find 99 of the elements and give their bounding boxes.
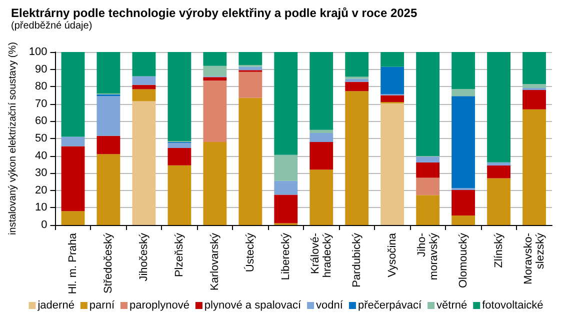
y-tick-label: 50 bbox=[35, 132, 48, 144]
bar bbox=[452, 89, 476, 96]
bar bbox=[310, 130, 334, 133]
chart-subtitle: (předběžné údaje) bbox=[11, 20, 92, 32]
y-tick-label: 0 bbox=[41, 219, 48, 231]
x-tick-label: Jihočeský bbox=[138, 232, 150, 282]
bar bbox=[522, 88, 546, 90]
legend-label: vodní bbox=[316, 300, 344, 312]
bar bbox=[132, 76, 156, 85]
bar bbox=[452, 52, 476, 90]
x-tick-label: Pardubický bbox=[350, 232, 363, 288]
bar bbox=[310, 132, 334, 142]
y-axis-title: instalovaný výkon elektrizační soustavy (%) bbox=[8, 42, 18, 235]
x-tick-label: Ústecký bbox=[243, 232, 256, 272]
bar bbox=[487, 178, 510, 225]
bar bbox=[310, 170, 334, 225]
y-tick-label: 80 bbox=[35, 80, 48, 93]
bar bbox=[522, 109, 546, 225]
bar bbox=[380, 103, 404, 225]
bar bbox=[487, 52, 510, 162]
bar bbox=[61, 136, 85, 146]
bar bbox=[203, 80, 227, 142]
y-tick-label: 40 bbox=[35, 150, 48, 162]
x-tick-label: Zlínský bbox=[492, 232, 505, 268]
x-tick-label: Liberecký bbox=[280, 232, 292, 280]
y-tick-label: 60 bbox=[35, 115, 48, 128]
x-tick-label: Středočeský bbox=[102, 232, 114, 294]
y-tick-label: 100 bbox=[28, 46, 48, 58]
bar bbox=[96, 154, 120, 225]
bar bbox=[345, 52, 369, 77]
x-tick-label: Vysočina bbox=[386, 232, 398, 278]
bar bbox=[61, 146, 85, 212]
bar bbox=[522, 52, 546, 84]
bar bbox=[380, 52, 404, 67]
bar bbox=[487, 165, 510, 178]
bar bbox=[96, 96, 120, 136]
bar bbox=[168, 142, 192, 148]
bar bbox=[452, 96, 476, 188]
y-tick-label: 70 bbox=[35, 98, 48, 110]
bar bbox=[416, 162, 440, 178]
bar bbox=[380, 66, 404, 94]
bar bbox=[310, 142, 334, 170]
chart-title: Elektrárny podle technologie výroby elektřiny a podle krajů v roce 2025 bbox=[11, 6, 418, 20]
bar bbox=[132, 89, 156, 102]
bar bbox=[61, 52, 85, 137]
bar bbox=[238, 72, 262, 98]
y-tick-label: 90 bbox=[35, 63, 48, 76]
bar bbox=[452, 215, 476, 225]
legend-label: plynové a spalovací bbox=[204, 300, 302, 312]
bar bbox=[416, 178, 440, 196]
bar bbox=[274, 180, 298, 195]
bar bbox=[416, 195, 440, 225]
y-tick-label: 10 bbox=[35, 202, 48, 214]
x-tick-label: Králové- hradecký bbox=[309, 232, 334, 278]
y-tick-label: 20 bbox=[35, 184, 48, 196]
bar bbox=[168, 148, 192, 166]
bar bbox=[238, 66, 262, 70]
bar bbox=[452, 190, 476, 216]
bar bbox=[416, 52, 440, 156]
bar bbox=[522, 90, 546, 110]
bar bbox=[310, 52, 334, 130]
bar bbox=[132, 101, 156, 225]
x-tick-label: Hl. m. Praha bbox=[66, 232, 79, 294]
bar bbox=[345, 91, 369, 225]
bar bbox=[380, 95, 404, 102]
x-tick-label: Jiho- moravský bbox=[416, 232, 440, 280]
legend-label: parní bbox=[89, 300, 116, 312]
bar bbox=[345, 78, 369, 82]
x-tick-label: Plzeňský bbox=[173, 232, 186, 278]
x-tick-label: Karlovarský bbox=[208, 232, 221, 290]
bar bbox=[61, 211, 85, 225]
bar bbox=[522, 84, 546, 88]
bar bbox=[203, 77, 227, 81]
legend-label: fotovoltaické bbox=[482, 300, 544, 312]
bar bbox=[416, 156, 440, 163]
bar bbox=[132, 84, 156, 90]
legend-label: jaderné bbox=[36, 300, 74, 312]
bar bbox=[203, 142, 227, 225]
bar bbox=[452, 188, 476, 190]
y-tick-label: 30 bbox=[35, 167, 48, 180]
legend-label: přečerpávací bbox=[358, 300, 422, 312]
x-tick-label: Moravsko- slezský bbox=[522, 232, 546, 284]
bar bbox=[203, 52, 227, 66]
legend-label: paroplynové bbox=[130, 300, 190, 312]
x-tick-label: Olomoucký bbox=[457, 232, 470, 288]
bar bbox=[274, 194, 298, 224]
bar bbox=[168, 165, 192, 225]
bar bbox=[345, 82, 369, 92]
legend-label: větrné bbox=[436, 300, 468, 312]
bar bbox=[168, 52, 192, 142]
bar bbox=[487, 162, 510, 166]
bar bbox=[96, 136, 120, 154]
bar bbox=[132, 52, 156, 76]
bar bbox=[238, 98, 262, 225]
bar bbox=[274, 52, 298, 155]
bar bbox=[96, 52, 120, 94]
bar bbox=[238, 52, 262, 65]
bar bbox=[203, 66, 227, 76]
bar bbox=[274, 154, 298, 181]
